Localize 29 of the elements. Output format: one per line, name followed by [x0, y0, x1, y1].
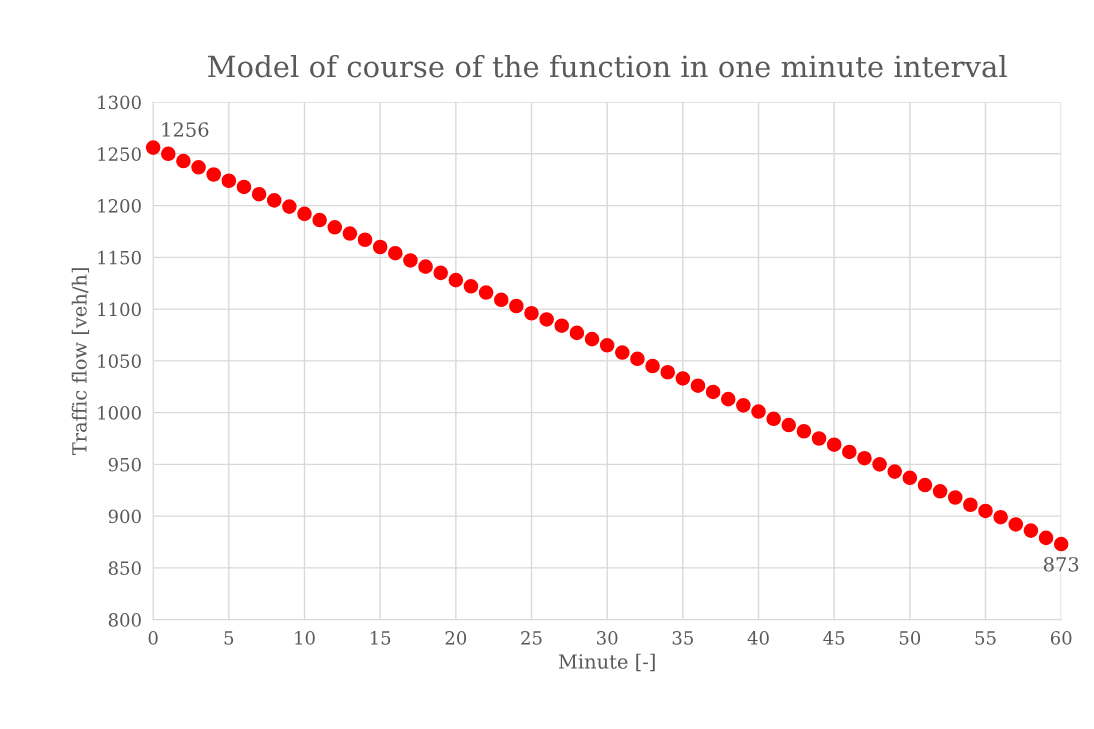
x-tick-label: 10 — [295, 631, 315, 645]
y-tick-label: 1250 — [98, 147, 141, 161]
y-tick-label: 1200 — [98, 199, 141, 213]
x-tick-label: 25 — [521, 631, 542, 645]
y-tick-label: 1300 — [98, 95, 141, 110]
y-tick-label: 850 — [108, 561, 141, 576]
x-tick-label: 40 — [747, 631, 769, 645]
y-tick-label: 900 — [108, 509, 141, 524]
x-tick-label: 35 — [672, 631, 693, 645]
x-tick-label: 0 — [148, 631, 158, 645]
x-tick-label: 55 — [975, 631, 996, 645]
x-tick-label: 60 — [1050, 631, 1072, 645]
y-tick-label: 950 — [108, 457, 141, 472]
x-tick-label: 5 — [224, 631, 234, 645]
data-label: 1256 — [162, 122, 209, 137]
y-tick-label: 1150 — [98, 250, 141, 265]
y-axis-title: Traffic flow [veh/h] — [71, 268, 90, 456]
chart-title: Model of course of the function in one minute interval — [208, 54, 1007, 78]
y-tick-label: 1050 — [98, 354, 141, 368]
data-label: 873 — [1043, 556, 1079, 572]
y-tick-label: 800 — [108, 613, 141, 627]
x-tick-label: 50 — [899, 631, 921, 645]
x-axis-title: Minute [-] — [558, 653, 655, 672]
y-tick-label: 1100 — [98, 302, 141, 317]
x-tick-label: 45 — [823, 631, 845, 645]
x-tick-label: 20 — [445, 631, 467, 645]
y-tick-label: 1000 — [98, 406, 141, 420]
x-tick-label: 30 — [597, 631, 618, 645]
x-tick-label: 15 — [370, 631, 391, 645]
